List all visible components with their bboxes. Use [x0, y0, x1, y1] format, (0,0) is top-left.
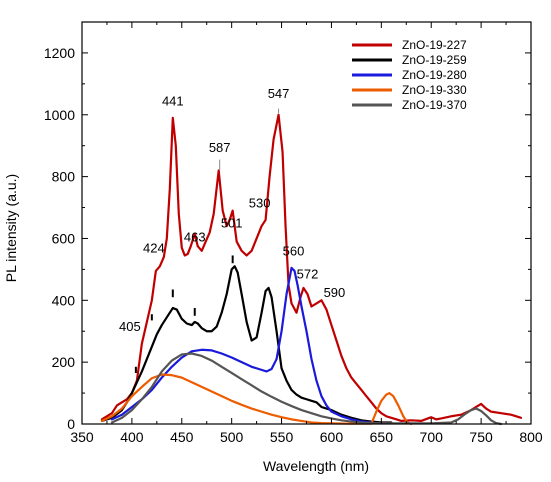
- legend-label-3: ZnO-19-280: [402, 68, 467, 82]
- peak-label-463: 463: [184, 230, 206, 245]
- y-tick-label: 800: [52, 169, 76, 185]
- series-line-5: [110, 352, 503, 426]
- peak-label-530: 530: [249, 196, 271, 211]
- y-tick-label: 400: [52, 292, 76, 308]
- x-tick-label: 350: [70, 429, 94, 445]
- x-tick-label: 700: [420, 429, 444, 445]
- x-tick-label: 450: [170, 429, 194, 445]
- series-line-3: [110, 266, 373, 424]
- y-tick-label: 0: [67, 416, 75, 432]
- y-tick-label: 200: [52, 354, 76, 370]
- x-tick-label: 650: [370, 429, 394, 445]
- peak-label-560: 560: [283, 243, 305, 258]
- plot-background: [82, 22, 531, 424]
- legend-label-2: ZnO-19-259: [402, 53, 467, 67]
- peak-label-572: 572: [297, 267, 319, 282]
- peak-label-441: 441: [162, 93, 184, 108]
- legend-label-1: ZnO-19-227: [402, 38, 467, 52]
- x-tick-label: 800: [519, 429, 543, 445]
- series-layer: [100, 113, 523, 426]
- peak-label-424: 424: [143, 240, 165, 255]
- x-tick-label: 400: [120, 429, 144, 445]
- series-line-2: [100, 265, 393, 424]
- legend-layer: ZnO-19-227ZnO-19-259ZnO-19-280ZnO-19-330…: [352, 38, 467, 112]
- peak-label-587: 587: [209, 140, 231, 155]
- y-axis-title: PL intensity (a.u.): [3, 174, 19, 282]
- x-tick-label: 600: [320, 429, 344, 445]
- y-tick-label: 1200: [44, 45, 75, 61]
- legend-label-4: ZnO-19-330: [402, 83, 467, 97]
- peak-label-547: 547: [268, 86, 290, 101]
- peak-label-501: 501: [221, 215, 243, 230]
- x-tick-label: 500: [220, 429, 244, 445]
- peak-label-405: 405: [119, 319, 141, 334]
- x-axis-title: Wavelength (nm): [263, 458, 369, 474]
- y-tick-label: 600: [52, 230, 76, 246]
- y-tick-label: 1000: [44, 107, 75, 123]
- x-tick-label: 750: [469, 429, 493, 445]
- series-line-1: [100, 113, 523, 423]
- peak-label-590: 590: [324, 285, 346, 300]
- legend-label-5: ZnO-19-370: [402, 98, 467, 112]
- axes-layer: 350 400 450 500 550 600 650 700 750 800 0 200 400 600…: [44, 21, 543, 445]
- annotation-layer: 405 424 441 463 501 530 547 587 560 572 590: [119, 86, 345, 373]
- x-tick-label: 550: [270, 429, 294, 445]
- plot-area: [82, 22, 531, 424]
